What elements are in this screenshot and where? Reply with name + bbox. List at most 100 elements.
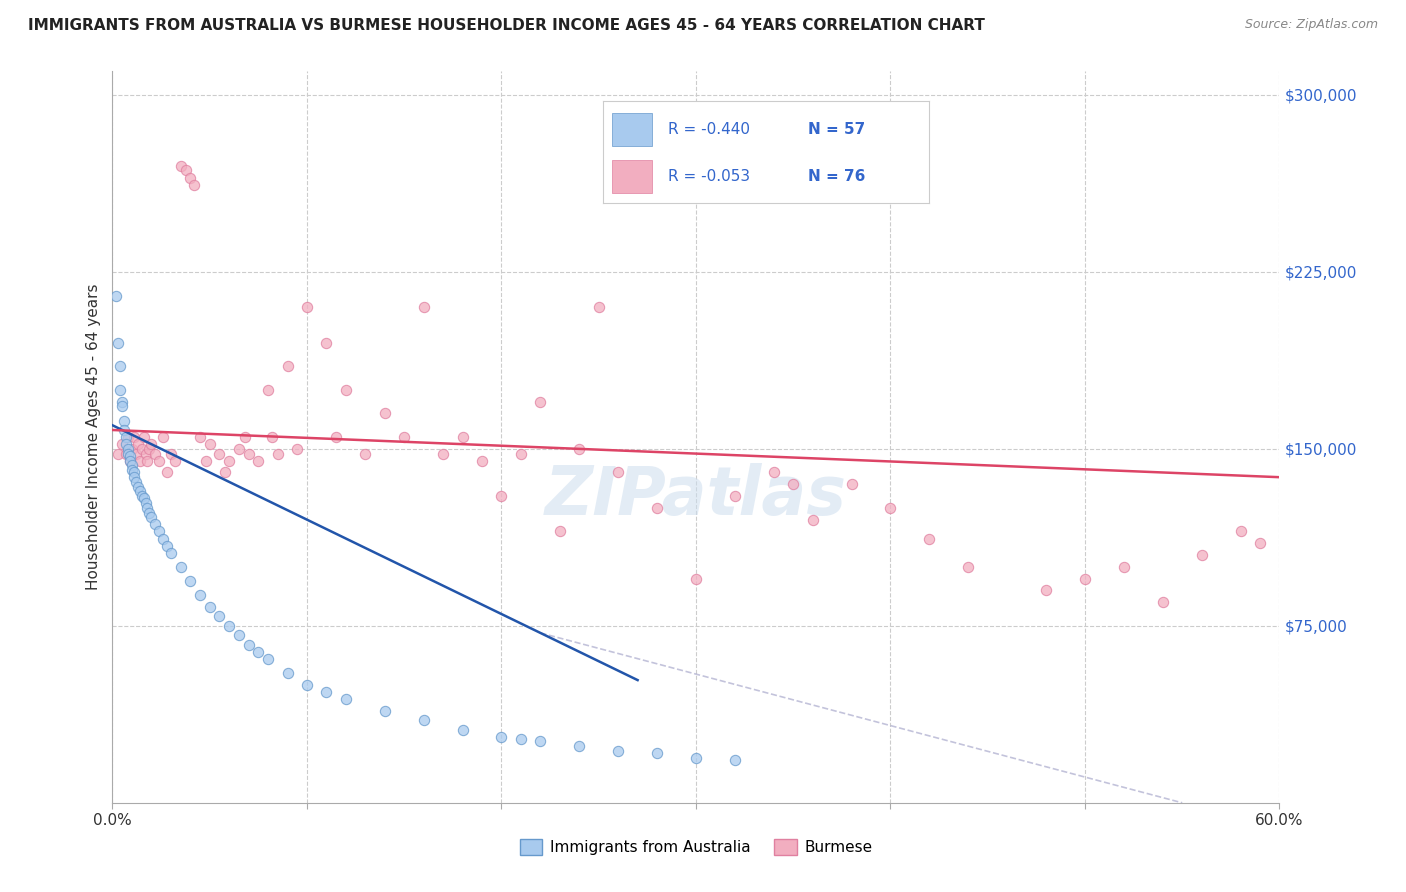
Point [1249, 536, 1271, 550]
Point [122, 466, 145, 480]
Point [879, 500, 901, 515]
Point [335, 692, 357, 706]
Point [118, 449, 141, 463]
Point [117, 447, 139, 461]
Point [412, 301, 434, 315]
Point [131, 489, 153, 503]
Point [112, 413, 135, 427]
Point [112, 423, 135, 437]
Point [1112, 559, 1135, 574]
Point [1035, 583, 1057, 598]
Point [208, 447, 231, 461]
Point [228, 442, 250, 456]
Point [724, 753, 747, 767]
Point [117, 442, 139, 456]
Text: ZIPatlas: ZIPatlas [546, 463, 846, 529]
Point [208, 609, 231, 624]
Point [762, 466, 785, 480]
Point [141, 510, 163, 524]
Point [105, 288, 128, 302]
Point [354, 447, 377, 461]
Point [138, 442, 160, 456]
Point [107, 335, 129, 350]
Point [160, 546, 183, 560]
Point [135, 447, 157, 461]
Point [148, 453, 170, 467]
Point [169, 159, 191, 173]
Point [198, 599, 221, 614]
Point [509, 732, 531, 747]
Point [110, 359, 132, 374]
Point [491, 730, 513, 744]
Point [374, 407, 396, 421]
Point [121, 458, 143, 473]
Point [1191, 548, 1213, 562]
Point [782, 477, 804, 491]
Point [335, 383, 357, 397]
Point [260, 430, 283, 444]
Point [143, 517, 166, 532]
Point [169, 559, 191, 574]
Point [198, 437, 221, 451]
Point [548, 524, 571, 539]
Point [163, 453, 186, 467]
Point [412, 713, 434, 727]
Point [176, 163, 198, 178]
Point [685, 572, 707, 586]
Point [128, 453, 150, 467]
Point [115, 447, 138, 461]
Point [588, 301, 610, 315]
Point [122, 430, 145, 444]
Point [121, 442, 143, 456]
Point [127, 480, 149, 494]
Point [394, 430, 416, 444]
Point [295, 301, 318, 315]
Point [152, 532, 174, 546]
Point [110, 383, 132, 397]
Point [136, 453, 159, 467]
Point [568, 442, 591, 456]
Point [374, 704, 396, 718]
Point [132, 430, 155, 444]
Point [228, 628, 250, 642]
Point [141, 437, 163, 451]
Point [138, 506, 160, 520]
Point [451, 723, 474, 737]
Point [111, 400, 134, 414]
Point [179, 170, 201, 185]
Point [276, 666, 298, 681]
Point [121, 463, 143, 477]
Point [152, 430, 174, 444]
Point [645, 500, 668, 515]
Point [233, 430, 256, 444]
Point [188, 588, 211, 602]
Point [315, 685, 337, 699]
Point [257, 383, 280, 397]
Point [136, 500, 159, 515]
Point [111, 437, 134, 451]
Text: IMMIGRANTS FROM AUSTRALIA VS BURMESE HOUSEHOLDER INCOME AGES 45 - 64 YEARS CORRE: IMMIGRANTS FROM AUSTRALIA VS BURMESE HOU… [28, 18, 986, 33]
Point [122, 470, 145, 484]
Point [247, 453, 270, 467]
Point [125, 447, 148, 461]
Point [957, 559, 980, 574]
Point [218, 453, 240, 467]
Point [841, 477, 863, 491]
Point [188, 430, 211, 444]
Point [111, 394, 134, 409]
Point [491, 489, 513, 503]
Point [645, 746, 668, 760]
Point [160, 447, 183, 461]
Point [685, 751, 707, 765]
Point [471, 453, 494, 467]
Point [529, 394, 551, 409]
Point [509, 447, 531, 461]
Text: Source: ZipAtlas.com: Source: ZipAtlas.com [1244, 18, 1378, 31]
Point [1152, 595, 1174, 609]
Point [315, 335, 337, 350]
Point [214, 466, 236, 480]
Point [285, 442, 308, 456]
Point [295, 678, 318, 692]
Point [218, 619, 240, 633]
Point [128, 484, 150, 499]
